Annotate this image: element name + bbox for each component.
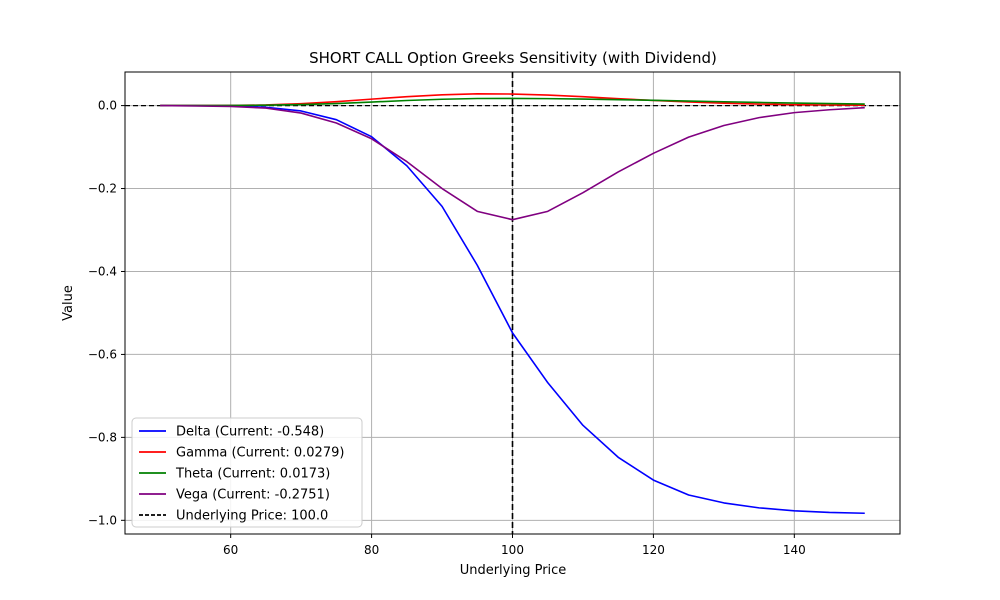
x-tick-label: 100	[501, 543, 524, 557]
chart-title: SHORT CALL Option Greeks Sensitivity (wi…	[309, 49, 717, 67]
y-tick-label: −0.8	[88, 430, 117, 444]
y-tick-label: −0.4	[88, 264, 117, 278]
series-lines	[160, 92, 865, 515]
x-axis-label: Underlying Price	[460, 563, 567, 578]
legend-label: Delta (Current: -0.548)	[176, 425, 324, 440]
legend-label: Underlying Price: 100.0	[176, 509, 328, 524]
legend: Delta (Current: -0.548) Gamma (Current: 0…	[131, 417, 363, 528]
theta-series-line	[160, 97, 865, 107]
legend-label: Gamma (Current: 0.0279)	[176, 446, 344, 461]
y-tick-label: 0.0	[98, 99, 117, 113]
legend-box	[131, 417, 363, 528]
x-tick-label: 120	[642, 543, 665, 557]
x-tick-label: 140	[783, 543, 806, 557]
y-tick-label: −1.0	[88, 513, 117, 527]
x-tick-label: 80	[364, 543, 379, 557]
x-axis-ticks: 60 80 100 120 140	[223, 534, 806, 557]
y-tick-label: −0.2	[88, 182, 117, 196]
legend-label: Theta (Current: 0.0173)	[175, 467, 330, 482]
y-axis-ticks: 0.0 −0.2 −0.4 −0.6 −0.8 −1.0	[88, 99, 125, 527]
delta-series-line	[160, 104, 865, 515]
legend-entries: Delta (Current: -0.548) Gamma (Current: 0…	[139, 425, 344, 524]
y-tick-label: −0.6	[88, 347, 117, 361]
legend-label: Vega (Current: -0.2751)	[176, 488, 330, 503]
y-axis-label: Value	[61, 285, 76, 321]
x-tick-label: 60	[223, 543, 238, 557]
vega-series-line	[160, 104, 865, 221]
